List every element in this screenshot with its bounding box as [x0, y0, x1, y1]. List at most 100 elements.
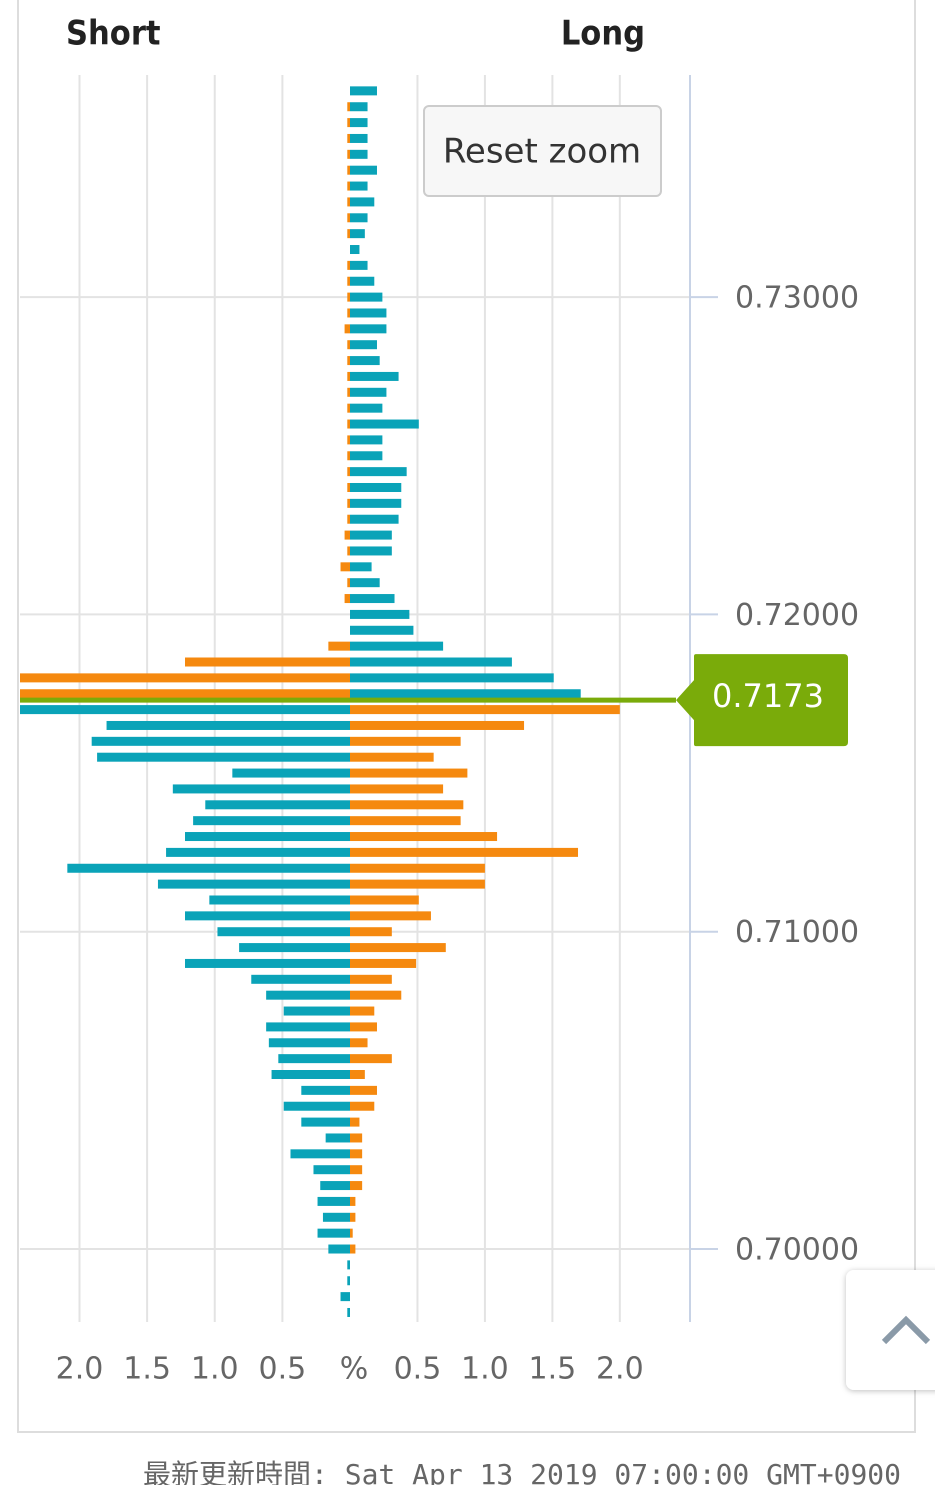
bar — [347, 498, 350, 508]
bar — [350, 546, 392, 556]
bar — [157, 879, 350, 889]
bar — [350, 213, 368, 223]
bar — [350, 1196, 356, 1206]
bar — [347, 403, 350, 413]
bar — [350, 467, 407, 477]
bar — [340, 562, 350, 572]
bar — [350, 609, 410, 619]
bar — [350, 990, 402, 1000]
bar — [350, 276, 375, 286]
bar — [350, 800, 464, 810]
bar — [350, 736, 461, 746]
bar — [347, 451, 350, 461]
x-tick-label: 1.0 — [461, 1352, 509, 1387]
bar — [350, 562, 372, 572]
bar — [350, 149, 368, 159]
bar — [347, 1260, 350, 1270]
y-tick-label: 0.71000 — [735, 915, 859, 950]
bar — [350, 752, 434, 762]
bar — [350, 1181, 363, 1191]
x-tick-label: 2.0 — [56, 1352, 104, 1387]
bar — [350, 943, 446, 953]
bar — [350, 356, 380, 366]
bar — [232, 768, 350, 778]
bar — [347, 482, 350, 492]
bar — [347, 118, 350, 128]
bar — [347, 387, 350, 397]
x-tick-label: 0.5 — [394, 1352, 442, 1387]
reset-zoom-bg[interactable] — [423, 105, 662, 197]
bar — [350, 863, 485, 873]
bar — [347, 467, 350, 477]
labels: 0.73000 0.72000 0.71000 0.70000 2.0 1.5 1.0 0.5… — [20, 281, 859, 1387]
bar — [350, 1149, 363, 1159]
bar — [350, 197, 375, 207]
bar — [350, 229, 365, 239]
bar — [350, 847, 579, 857]
bar — [350, 387, 387, 397]
bar — [350, 308, 387, 318]
bar — [350, 832, 498, 842]
bar — [283, 1101, 350, 1111]
bar — [350, 324, 387, 334]
bar — [350, 118, 368, 128]
bar — [347, 356, 350, 366]
bar — [350, 895, 419, 905]
bar — [350, 371, 399, 381]
bar — [350, 1244, 356, 1254]
bar — [67, 863, 351, 873]
bar — [268, 1038, 350, 1048]
bar — [350, 594, 395, 604]
bar — [350, 482, 402, 492]
bar — [350, 260, 368, 270]
bar — [350, 1054, 392, 1064]
reset-zoom-button[interactable]: Reset zoom — [423, 105, 662, 197]
bar — [350, 784, 444, 794]
bar — [350, 340, 377, 350]
bar — [350, 1212, 356, 1222]
bar — [91, 736, 350, 746]
bar — [283, 1006, 350, 1016]
x-tick-label: 0.5 — [259, 1352, 307, 1387]
scroll-top-bg[interactable] — [846, 1270, 935, 1390]
scroll-top-icon[interactable] — [881, 1315, 931, 1345]
bar — [20, 673, 350, 683]
bar — [350, 133, 368, 143]
bars — [20, 86, 620, 1317]
bar — [350, 1085, 377, 1095]
bar — [350, 673, 554, 683]
bar — [350, 927, 392, 937]
y-tick-label: 0.73000 — [735, 281, 859, 316]
bar — [350, 578, 380, 588]
bar — [301, 1085, 350, 1095]
bar — [106, 720, 351, 730]
bar — [350, 1070, 365, 1080]
bar — [328, 1244, 350, 1254]
reset-zoom-label[interactable]: Reset zoom — [443, 132, 641, 172]
bar — [350, 451, 383, 461]
bar — [350, 879, 485, 889]
bar — [185, 657, 350, 667]
bar — [172, 784, 350, 794]
long-header: Long — [561, 14, 645, 54]
y-tick-label: 0.70000 — [735, 1233, 859, 1268]
bar — [347, 165, 350, 175]
bar — [347, 229, 350, 239]
bar — [350, 816, 461, 826]
x-tick-label: 1.0 — [191, 1352, 239, 1387]
bar — [344, 324, 350, 334]
x-tick-label: 1.5 — [529, 1352, 577, 1387]
bar — [347, 340, 350, 350]
bar — [350, 245, 360, 255]
scroll-top-button[interactable] — [846, 1270, 935, 1390]
bar — [347, 197, 350, 207]
bar — [350, 1101, 375, 1111]
bar — [344, 530, 350, 540]
x-tick-label: 2.0 — [596, 1352, 644, 1387]
bar — [350, 1117, 360, 1127]
footer-timestamp: 最新更新時間: Sat Apr 13 2019 07:00:00 GMT+090… — [143, 1458, 901, 1485]
bar — [266, 990, 350, 1000]
bar — [347, 292, 350, 302]
short-header: Short — [66, 14, 161, 54]
bar — [350, 514, 399, 524]
